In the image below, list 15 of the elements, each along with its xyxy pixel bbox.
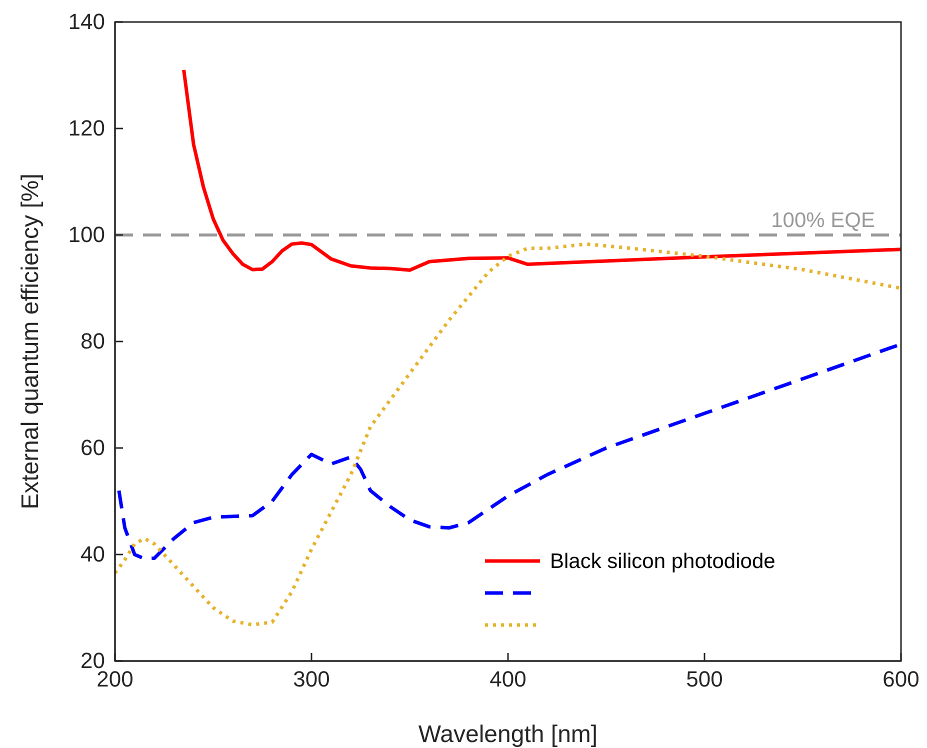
x-tick-label: 500 xyxy=(686,666,723,692)
y-tick-label: 80 xyxy=(80,328,105,354)
ref-line-label: 100% EQE xyxy=(771,209,875,232)
y-tick-label: 140 xyxy=(68,9,105,34)
y-axis-title: External quantum efficiency [%] xyxy=(17,174,44,510)
y-tick-label: 100 xyxy=(68,222,105,248)
y-tick-label: 40 xyxy=(80,542,105,567)
x-tick-label: 600 xyxy=(882,666,920,692)
line-series xyxy=(182,68,903,272)
y-tick-label: 120 xyxy=(68,116,105,141)
x-tick-label: 300 xyxy=(293,666,330,692)
x-tick-label: 400 xyxy=(490,666,526,692)
x-axis-title: Wavelength [nm] xyxy=(418,721,598,748)
y-tick-label: 60 xyxy=(80,435,105,460)
legend-label: Black silicon photodiode xyxy=(550,550,776,573)
